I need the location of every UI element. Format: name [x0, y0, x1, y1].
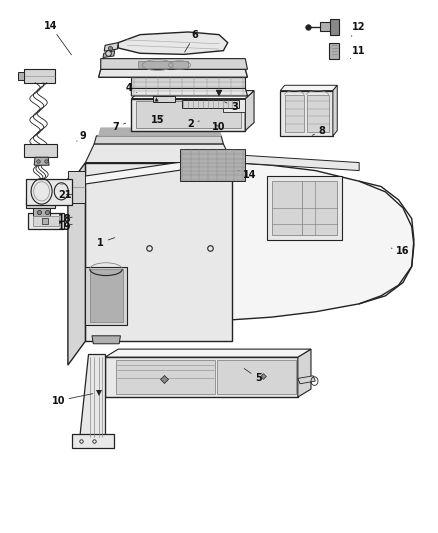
Polygon shape — [116, 360, 215, 394]
Polygon shape — [26, 179, 72, 205]
Text: 7: 7 — [113, 122, 126, 132]
Polygon shape — [33, 216, 59, 226]
Text: 14: 14 — [239, 170, 256, 180]
Text: 5: 5 — [244, 368, 262, 383]
Polygon shape — [131, 99, 245, 131]
Polygon shape — [298, 376, 315, 384]
Text: 12: 12 — [351, 22, 366, 36]
Polygon shape — [33, 208, 50, 216]
Text: 18: 18 — [58, 214, 72, 223]
Polygon shape — [24, 144, 57, 157]
Polygon shape — [138, 61, 188, 68]
Text: 10: 10 — [52, 394, 93, 406]
Text: 14: 14 — [44, 21, 71, 55]
Polygon shape — [131, 88, 247, 96]
Text: 10: 10 — [212, 122, 226, 132]
Polygon shape — [68, 155, 232, 187]
Polygon shape — [280, 91, 333, 136]
Polygon shape — [298, 349, 311, 397]
Polygon shape — [329, 43, 339, 59]
Text: 19: 19 — [58, 222, 72, 231]
Polygon shape — [104, 43, 118, 51]
Polygon shape — [272, 181, 337, 235]
Polygon shape — [182, 100, 239, 108]
Polygon shape — [68, 163, 85, 365]
Polygon shape — [34, 157, 49, 165]
Polygon shape — [105, 357, 298, 397]
Polygon shape — [131, 91, 254, 99]
Text: 15: 15 — [151, 115, 164, 125]
Polygon shape — [280, 85, 337, 91]
Text: 1: 1 — [97, 238, 115, 247]
Polygon shape — [103, 51, 115, 58]
Polygon shape — [72, 434, 114, 448]
Text: 11: 11 — [350, 46, 366, 59]
Polygon shape — [68, 171, 85, 203]
Polygon shape — [180, 149, 245, 181]
Polygon shape — [307, 95, 328, 132]
Polygon shape — [245, 91, 254, 131]
Polygon shape — [85, 266, 127, 325]
Text: 3: 3 — [225, 102, 238, 111]
Polygon shape — [285, 95, 304, 132]
Polygon shape — [153, 96, 175, 102]
Polygon shape — [217, 360, 296, 394]
Polygon shape — [333, 85, 337, 136]
Text: 6: 6 — [185, 30, 198, 52]
Text: 16: 16 — [391, 246, 410, 255]
Polygon shape — [94, 136, 223, 144]
Polygon shape — [206, 99, 245, 112]
Polygon shape — [320, 22, 337, 31]
Polygon shape — [99, 69, 247, 77]
Polygon shape — [267, 176, 342, 240]
Polygon shape — [232, 155, 359, 171]
Text: 9: 9 — [77, 131, 87, 141]
Polygon shape — [90, 269, 123, 322]
Text: 21: 21 — [58, 190, 72, 199]
Polygon shape — [118, 32, 228, 54]
Polygon shape — [18, 72, 24, 80]
Polygon shape — [28, 213, 64, 229]
Polygon shape — [26, 197, 55, 208]
Text: 8: 8 — [312, 126, 325, 135]
Polygon shape — [101, 59, 247, 69]
Polygon shape — [85, 163, 232, 341]
Text: 4: 4 — [126, 83, 137, 93]
Polygon shape — [85, 144, 232, 163]
Polygon shape — [92, 336, 120, 344]
Polygon shape — [131, 77, 245, 88]
Text: 2: 2 — [187, 119, 199, 128]
Polygon shape — [232, 163, 414, 320]
Polygon shape — [330, 19, 339, 35]
Polygon shape — [99, 128, 221, 136]
Polygon shape — [79, 354, 105, 440]
Polygon shape — [136, 101, 241, 128]
Polygon shape — [24, 69, 55, 83]
Polygon shape — [105, 349, 311, 357]
